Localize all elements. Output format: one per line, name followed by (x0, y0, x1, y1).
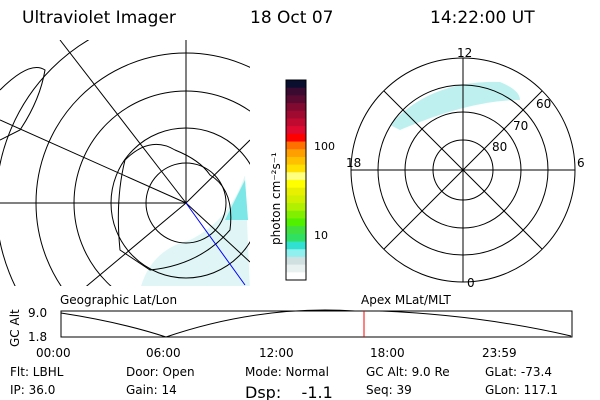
colorbar-band (286, 164, 306, 173)
colorbar-band (286, 95, 306, 104)
colorbar-band (286, 141, 306, 150)
geo-map-label: Geographic Lat/Lon (60, 293, 178, 307)
colorbar-band (286, 233, 306, 243)
colorbar-band (286, 218, 306, 227)
filter-info: Flt: LBHL (10, 365, 64, 379)
altitude-plot (60, 309, 573, 338)
colorbar-tick-10: 10 (314, 229, 328, 242)
colorbar-band (286, 195, 306, 204)
colorbar-band (286, 172, 306, 181)
dsp-info: Dsp: -1.1 (245, 383, 333, 400)
colorbar-band (286, 149, 306, 158)
door-info: Door: Open (126, 365, 195, 379)
mlt-label-12: 12 (457, 46, 473, 60)
alt-xtick: 23:59 (482, 346, 517, 360)
colorbar-band (286, 241, 306, 250)
colorbar-band (286, 103, 306, 112)
gc-alt-info: GC Alt: 9.0 Re (366, 365, 450, 379)
alt-xtick: 18:00 (370, 346, 405, 360)
alt-xtick: 06:00 (146, 346, 181, 360)
colorbar-band (286, 249, 306, 258)
colorbar (286, 80, 306, 281)
polar-map (350, 57, 576, 283)
seq-info: Seq: 39 (366, 383, 412, 397)
mlt-label-18: 18 (346, 156, 362, 170)
lat-label-70: 70 (513, 119, 529, 133)
mlt-label-6: 6 (577, 156, 585, 170)
lat-label-60: 60 (536, 97, 552, 111)
mode-info: Mode: Normal (245, 365, 329, 379)
mlt-label-0: 0 (467, 276, 475, 290)
alt-xtick: 00:00 (36, 346, 71, 360)
geographic-map (0, 40, 250, 286)
colorbar-band (286, 210, 306, 219)
colorbar-band (286, 110, 306, 119)
alt-ytick: 9.0 (28, 306, 48, 320)
colorbar-band (286, 187, 306, 196)
polar-map-label: Apex MLat/MLT (361, 293, 451, 307)
ip-info: IP: 36.0 (10, 383, 56, 397)
colorbar-band (286, 226, 306, 235)
date-label: 18 Oct 07 (250, 8, 334, 28)
glat-info: GLat: -73.4 (485, 365, 552, 379)
colorbar-band (286, 118, 306, 127)
colorbar-band (286, 180, 306, 189)
colorbar-tick-100: 100 (314, 140, 335, 153)
alt-ylabel: GC Alt (8, 309, 22, 347)
alt-ytick: 1.8 (28, 330, 48, 344)
colorbar-band (286, 203, 306, 212)
gain-info: Gain: 14 (126, 383, 177, 397)
colorbar-band (286, 133, 306, 143)
instrument-title: Ultraviolet Imager (22, 8, 176, 28)
glon-info: GLon: 117.1 (485, 383, 558, 397)
colorbar-band (286, 156, 306, 166)
colorbar-band (286, 87, 306, 96)
colorbar-band (286, 80, 306, 89)
colorbar-band (286, 126, 306, 135)
alt-xtick: 12:00 (259, 346, 294, 360)
colorbar-band (286, 256, 306, 266)
time-label: 14:22:00 UT (430, 8, 535, 28)
lat-label-80: 80 (492, 140, 508, 154)
colorbar-band (286, 264, 306, 273)
colorbar-label: photon cm⁻²s⁻¹ (269, 152, 283, 245)
colorbar-band (286, 272, 306, 281)
